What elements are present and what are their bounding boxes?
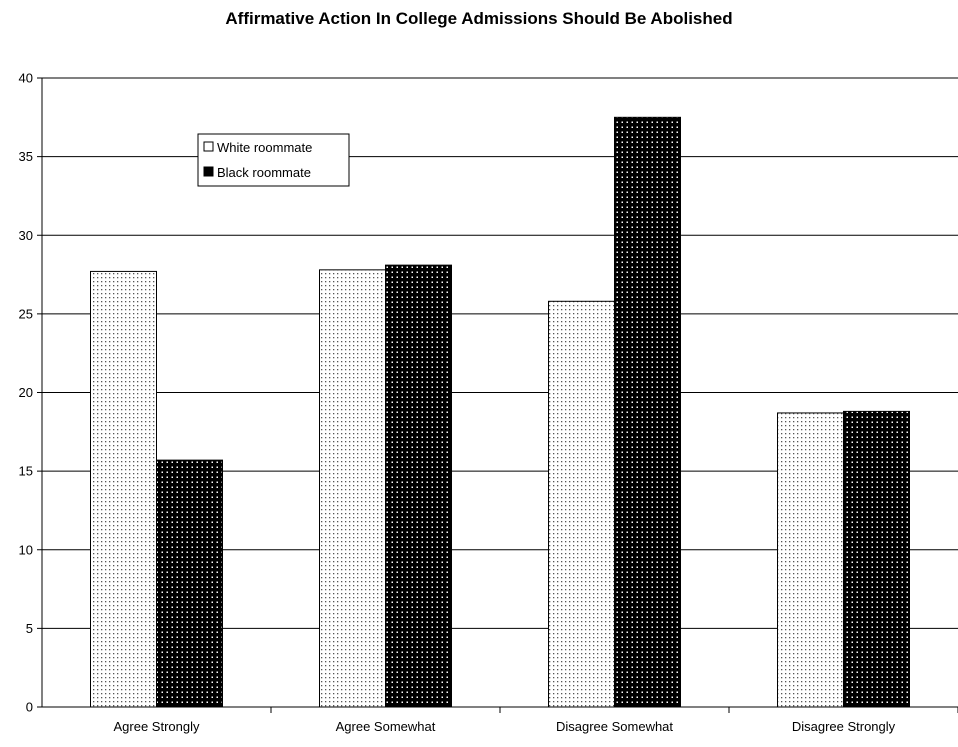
- legend-box: [197, 133, 350, 187]
- bar-white-roommate: [319, 269, 386, 708]
- y-tick-labels: 0 5 10 15 20 25 30 35 40: [19, 71, 33, 715]
- x-tick-label: Disagree Strongly: [792, 719, 896, 734]
- legend-label-white-roommate: White roommate: [217, 140, 312, 155]
- y-tick-label: 5: [26, 621, 33, 636]
- bar-black-roommate: [614, 116, 681, 708]
- bar-black-roommate: [156, 459, 223, 708]
- bar-white-roommate: [777, 412, 844, 708]
- x-tick-labels: Agree Strongly Agree Somewhat Disagree Som…: [114, 719, 896, 734]
- axes: [37, 77, 958, 713]
- y-tick-label: 15: [19, 464, 33, 479]
- legend-swatch-black-roommate: [203, 166, 214, 177]
- y-tick-label: 25: [19, 306, 33, 321]
- y-tick-label: 20: [19, 385, 33, 400]
- x-tick-label: Agree Strongly: [114, 719, 200, 734]
- y-tick-label: 10: [19, 542, 33, 557]
- bar-black-roommate: [843, 410, 910, 708]
- y-tick-label: 35: [19, 149, 33, 164]
- y-tick-label: 0: [26, 700, 33, 715]
- bars: [90, 116, 910, 708]
- y-tick-label: 40: [19, 71, 33, 86]
- legend: White roommate Black roommate: [197, 133, 350, 187]
- y-tick-label: 30: [19, 228, 33, 243]
- bar-white-roommate: [90, 270, 157, 708]
- x-tick-label: Agree Somewhat: [336, 719, 436, 734]
- legend-label-black-roommate: Black roommate: [217, 165, 311, 180]
- bar-black-roommate: [385, 264, 452, 708]
- chart-title: Affirmative Action In College Admissions…: [225, 9, 732, 28]
- legend-swatch-white-roommate: [203, 141, 214, 152]
- bar-white-roommate: [548, 300, 615, 708]
- x-tick-label: Disagree Somewhat: [556, 719, 673, 734]
